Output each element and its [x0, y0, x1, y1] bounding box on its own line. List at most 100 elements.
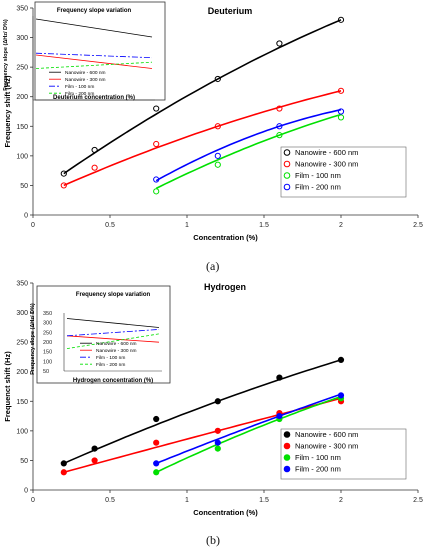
- chart-1-data-point: [337, 114, 345, 121]
- chart-2-legend-marker: [283, 454, 291, 461]
- chart-2-data-point: [91, 445, 98, 452]
- chart-2-inset-y-tick-label: 350: [43, 311, 52, 317]
- chart-1-data-point: [153, 176, 160, 183]
- chart-2-legend-label: Nanowire - 300 nm: [295, 442, 358, 451]
- chart-2-legend-marker: [283, 465, 291, 473]
- chart-1-fit-line-1: [63, 19, 342, 175]
- chart-2-data-point: [276, 374, 283, 381]
- chart-2-x-tick-label: 0.5: [105, 497, 115, 504]
- chart-2-y-tick-label: 150: [16, 399, 28, 406]
- chart-2-inset-legend-label: Film - 200 nm: [96, 362, 125, 368]
- chart-1-inset-legend-label: Nanowire - 300 nm: [65, 77, 106, 83]
- chart-2-legend-marker: [283, 442, 291, 450]
- chart-1-data-point: [91, 164, 98, 171]
- chart-2-inset-line-3: [66, 329, 160, 337]
- chart-2-inset-legend-label: Nanowire - 300 nm: [96, 348, 137, 354]
- chart-2-inset-x-title: Hydrogen concentration (%): [73, 378, 153, 384]
- chart-1-inset-line-4: [35, 61, 153, 69]
- chart-1-title: Deuterium: [208, 6, 253, 16]
- chart-2-data-point: [153, 469, 160, 476]
- chart-2-inset-y-tick-label: 100: [43, 359, 52, 365]
- chart-1-legend-marker: [283, 183, 291, 191]
- chart-1-x-tick-label: 2.5: [413, 222, 423, 229]
- chart-1-inset-y-title: Frequency slope (ΔHz/ D%): [3, 19, 9, 91]
- chart-2-legend-marker: [283, 431, 291, 438]
- chart-2-legend-box: [280, 428, 407, 480]
- chart-2-y-tick-label: 300: [16, 310, 28, 317]
- chart-2-data-point: [153, 439, 160, 446]
- chart-2-title: Hydrogen: [204, 282, 246, 292]
- chart-1-data-point: [60, 182, 67, 189]
- chart-1-legend-label: Nanowire - 600 nm: [295, 148, 358, 157]
- chart-2-data-point: [337, 392, 345, 399]
- chart-1-x-tick-label: 2: [339, 222, 343, 229]
- chart-2-inset-y-tick-label: 300: [43, 321, 52, 327]
- chart-2-data-point: [214, 427, 221, 434]
- chart-2-data-point: [214, 398, 221, 405]
- chart-1-x-tick-label: 1: [185, 222, 189, 229]
- chart-1-data-point: [153, 188, 160, 195]
- chart-2-inset-line-2: [66, 335, 160, 343]
- chart-1-inset-line-3: [35, 52, 153, 59]
- chart-1-legend-label: Film - 200 nm: [295, 183, 341, 192]
- chart-1-data-point: [276, 123, 283, 130]
- chart-2-data-point: [153, 460, 160, 467]
- chart-1-fit-line-4: [155, 108, 342, 182]
- chart-1-y-tick-label: 300: [16, 35, 28, 42]
- chart-1-y-axis-title: Frequency shift (Hz): [3, 75, 12, 148]
- chart-1-y-tick-label: 350: [16, 6, 28, 13]
- chart-1-data-point: [214, 161, 221, 168]
- chart-2-inset-box: [36, 285, 171, 384]
- chart-1-fit-line-3: [155, 113, 342, 190]
- chart-1-legend-label: Film - 100 nm: [295, 171, 341, 180]
- chart-1-inset-title: Frequency slope variation: [57, 8, 132, 14]
- chart-2-data-point: [337, 356, 345, 363]
- chart-2-y-tick-label: 200: [16, 369, 28, 376]
- chart-2-fit-line-4: [155, 393, 342, 465]
- chart-1-fit-line-2: [63, 90, 342, 187]
- chart-1-data-point: [337, 108, 345, 115]
- chart-1-inset-legend-label: Nanowire - 600 nm: [65, 70, 106, 76]
- chart-1-x-tick-label: 1.5: [259, 222, 269, 229]
- chart-1-data-point: [214, 152, 221, 159]
- chart-2-fit-line-1: [63, 359, 342, 465]
- chart-1-inset-legend-label: Film - 200 nm: [65, 91, 94, 97]
- chart-1-inset-x-title: Deuterium concentration (%): [53, 95, 135, 101]
- chart-2-legend-label: Film - 200 nm: [295, 465, 341, 474]
- chart-2-x-tick-label: 2: [339, 497, 343, 504]
- chart-1-x-tick-label: 0: [31, 222, 35, 229]
- chart-2-legend-label: Film - 100 nm: [295, 453, 341, 462]
- chart-1-y-tick-label: 200: [16, 94, 28, 101]
- chart-1-inset-box: [34, 1, 166, 101]
- chart-2-inset-y-tick-label: 50: [43, 369, 49, 375]
- chart-1-y-tick-label: 250: [16, 65, 28, 72]
- chart-1-data-point: [214, 123, 221, 130]
- chart-2-x-tick-label: 1.5: [259, 497, 269, 504]
- chart-2-inset-title: Frequency slope variation: [76, 292, 151, 298]
- chart-1-y-tick-label: 0: [24, 213, 28, 220]
- chart-1-data-point: [214, 75, 221, 83]
- caption-a: (a): [206, 259, 220, 273]
- chart-1-data-point: [276, 105, 283, 112]
- chart-1-inset-legend-label: Film - 100 nm: [65, 84, 94, 90]
- chart-1-data-point: [91, 146, 98, 154]
- chart-1-data-point: [153, 140, 160, 148]
- chart-1-inset-line-2: [35, 54, 153, 69]
- chart-2-x-tick-label: 0: [31, 497, 35, 504]
- chart-1-y-tick-label: 150: [16, 124, 28, 131]
- chart-2-y-axis-title: Frequenct shift (Hz): [3, 351, 12, 422]
- chart-1-data-point: [153, 105, 160, 112]
- chart-2-inset-line-4: [66, 333, 160, 349]
- chart-2-data-point: [214, 439, 221, 446]
- chart-2-fit-line-3: [155, 395, 342, 474]
- chart-2-inset-y-title: Frequency slope (ΔHz/ D%): [30, 303, 36, 375]
- chart-2-y-tick-label: 100: [16, 428, 28, 435]
- chart-1-y-tick-label: 50: [20, 183, 28, 190]
- chart-1-x-axis-title: Concentration (%): [193, 233, 258, 242]
- chart-2-inset-line-1: [66, 318, 160, 328]
- chart-2-y-tick-label: 0: [24, 488, 28, 495]
- chart-2-inset-y-tick-label: 250: [43, 330, 52, 336]
- chart-2-data-point: [214, 445, 221, 452]
- chart-2-data-point: [60, 460, 67, 467]
